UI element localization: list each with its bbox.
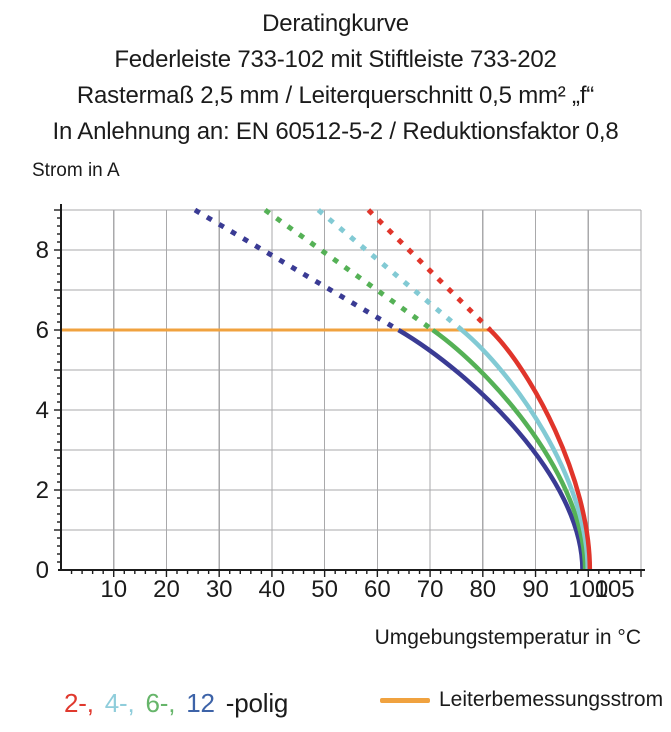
- legend-item-12-polig: 12: [186, 688, 215, 718]
- legend-item-4-polig: 4-,: [104, 688, 135, 718]
- series-dashed-12-polig: [193, 207, 400, 333]
- series-dashed-4-polig: [316, 208, 464, 332]
- x-tick-label: 20: [153, 576, 180, 603]
- x-tick-label: 70: [417, 576, 444, 603]
- series-dashed-6-polig: [263, 207, 435, 333]
- y-tick-label: 2: [36, 477, 49, 504]
- x-tick-label: 100: [568, 576, 608, 603]
- rated-current-swatch: [380, 697, 430, 703]
- y-tick-label: 6: [36, 317, 49, 344]
- x-tick-label: 50: [311, 576, 338, 603]
- chart-subtitle-standard: In Anlehnung an: EN 60512-5-2 / Reduktio…: [52, 118, 619, 145]
- legend-rated-current: Leiterbemessungsstrom: [380, 688, 663, 712]
- x-tick-label: 90: [522, 576, 549, 603]
- x-tick-label: 30: [206, 576, 233, 603]
- y-axis-title: Strom in A: [32, 160, 120, 181]
- series-solid-6-polig: [431, 328, 588, 571]
- series-solid-12-polig: [397, 328, 585, 571]
- series-solid-4-polig: [460, 328, 590, 571]
- chart-header: Deratingkurve Federleiste 733-102 mit St…: [0, 6, 671, 150]
- x-tick-label: 10: [100, 576, 127, 603]
- y-tick-label: 0: [36, 557, 49, 584]
- x-tick-label: 40: [259, 576, 286, 603]
- x-tick-label: 105: [595, 576, 635, 603]
- x-tick-label: 60: [364, 576, 391, 603]
- legend-pole-counts: 2-, 4-, 6-, 12 -polig: [64, 688, 288, 719]
- series-dashed-2-polig: [366, 208, 492, 332]
- y-tick-label: 8: [36, 237, 49, 264]
- rated-current-label: Leiterbemessungsstrom: [439, 688, 664, 711]
- y-tick-label: 4: [36, 397, 49, 424]
- series-solid-2-polig: [488, 328, 593, 571]
- legend-polig-suffix: -polig: [225, 688, 289, 718]
- chart-subtitle-product: Federleiste 733-102 mit Stiftleiste 733-…: [114, 46, 557, 73]
- x-tick-label: 80: [469, 576, 496, 603]
- chart-subtitle-spec: Rastermaß 2,5 mm / Leiterquerschnitt 0,5…: [76, 82, 595, 109]
- legend-item-6-polig: 6-,: [145, 688, 176, 718]
- x-axis-title: Umgebungstemperatur in °C: [374, 626, 641, 649]
- chart-title: Deratingkurve: [262, 10, 409, 37]
- legend-item-2-polig: 2-,: [64, 688, 94, 718]
